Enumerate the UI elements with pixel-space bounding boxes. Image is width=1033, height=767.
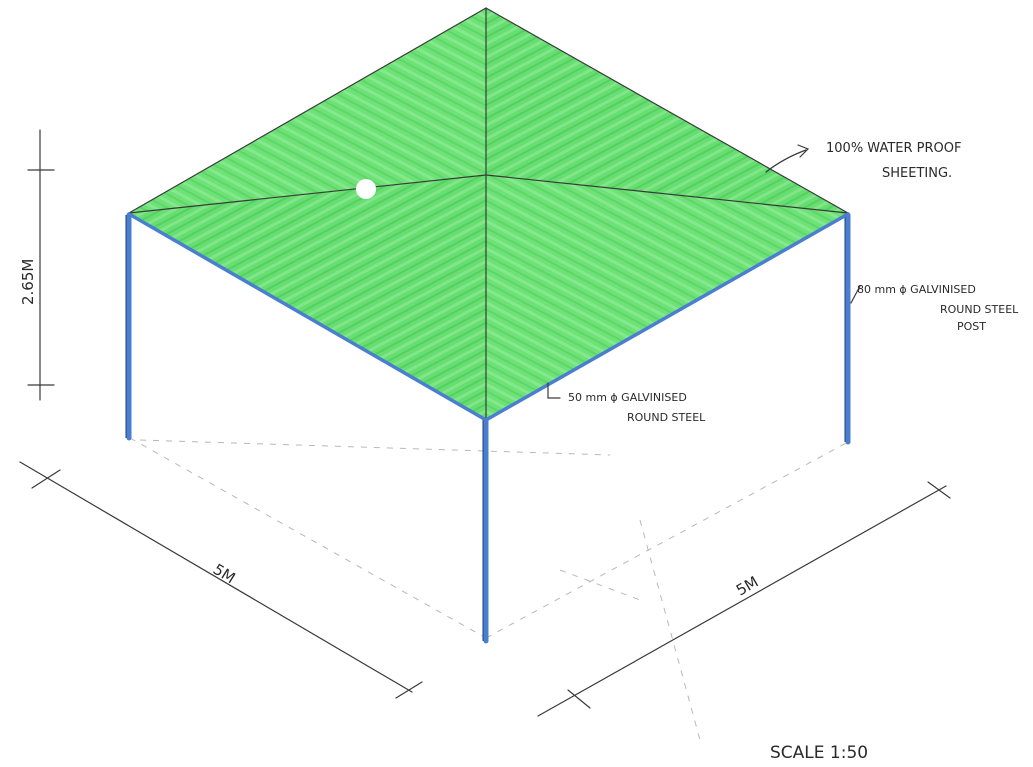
post-note-line2: ROUND STEEL <box>940 303 1019 316</box>
width-right-label: 5M <box>733 573 761 600</box>
height-label: 2.65M <box>19 259 37 305</box>
sheeting-note: 100% WATER PROOF SHEETING. <box>765 141 961 181</box>
post-note-line3: POST <box>957 320 986 333</box>
rafter-front-right <box>484 212 850 422</box>
rafter-note-line2: ROUND STEEL <box>627 411 706 424</box>
sheeting-note-line1: 100% WATER PROOF <box>826 141 961 156</box>
rafter-note: 50 mm ϕ GALVINISED ROUND STEEL <box>547 382 706 424</box>
post-note-line1: 80 mm ϕ GALVINISED <box>857 283 976 296</box>
rafter-note-line1: 50 mm ϕ GALVINISED <box>568 391 687 404</box>
width-left-label: 5M <box>210 560 239 587</box>
width-dimension-right: 5M <box>537 481 951 717</box>
roof-sheeting <box>127 7 850 422</box>
post-note: 80 mm ϕ GALVINISED ROUND STEEL POST <box>850 283 1019 333</box>
steel-posts <box>125 212 851 644</box>
height-dimension: 2.65M <box>19 129 55 401</box>
roof-face-front-left <box>129 175 486 420</box>
sheeting-note-line2: SHEETING. <box>882 166 952 181</box>
roof-face-front-right <box>486 175 848 420</box>
width-dimension-left: 5M <box>19 461 423 699</box>
construction-lines <box>129 437 849 741</box>
rafter-front-left <box>127 212 488 422</box>
roof-highlight <box>356 179 376 199</box>
scale-label: SCALE 1:50 <box>770 743 868 763</box>
